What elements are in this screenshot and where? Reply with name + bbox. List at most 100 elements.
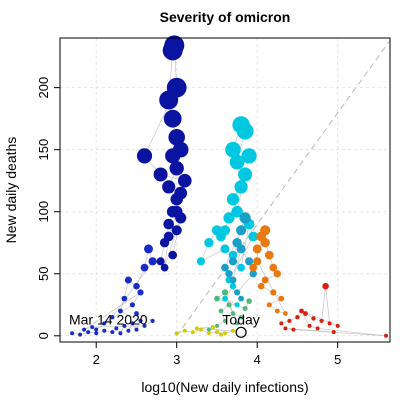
x-axis: 2 3 4 5 bbox=[93, 342, 341, 367]
data-point bbox=[156, 257, 165, 266]
data-point bbox=[335, 323, 340, 328]
data-point bbox=[122, 323, 127, 328]
data-point bbox=[78, 332, 83, 337]
data-point bbox=[150, 318, 155, 323]
annotation-label: Today bbox=[222, 311, 259, 327]
data-point bbox=[249, 263, 258, 272]
data-point bbox=[124, 276, 132, 284]
x-tick-label: 4 bbox=[254, 352, 261, 367]
y-tick-label: 50 bbox=[36, 267, 51, 281]
data-point bbox=[295, 315, 300, 320]
data-point bbox=[215, 330, 219, 335]
data-point bbox=[133, 282, 140, 290]
data-point bbox=[246, 298, 252, 304]
data-point bbox=[226, 302, 232, 308]
data-point bbox=[160, 263, 169, 272]
data-point bbox=[102, 321, 107, 326]
data-point bbox=[118, 331, 123, 336]
data-point bbox=[269, 263, 278, 272]
data-point bbox=[163, 109, 182, 128]
data-point bbox=[174, 186, 188, 200]
data-point bbox=[153, 167, 168, 182]
data-point bbox=[299, 308, 304, 314]
data-point bbox=[319, 318, 324, 323]
data-point bbox=[307, 323, 312, 328]
data-point bbox=[206, 327, 211, 332]
data-point bbox=[178, 173, 192, 188]
y-tick-label: 0 bbox=[36, 332, 51, 339]
data-point bbox=[126, 328, 131, 333]
plot-frame bbox=[59, 37, 391, 343]
data-point bbox=[231, 328, 235, 333]
x-axis-label: log10(New daily infections) bbox=[141, 379, 308, 395]
data-point bbox=[144, 244, 153, 254]
data-point bbox=[86, 330, 91, 335]
data-point bbox=[228, 257, 238, 266]
data-point bbox=[273, 270, 281, 278]
data-point bbox=[234, 302, 240, 308]
data-point bbox=[121, 295, 128, 302]
data-point bbox=[137, 289, 144, 296]
data-point bbox=[249, 270, 257, 278]
data-point bbox=[225, 141, 241, 158]
data-point bbox=[266, 302, 272, 308]
data-point bbox=[278, 295, 285, 302]
data-point bbox=[283, 326, 288, 331]
data-point bbox=[204, 238, 214, 248]
data-point bbox=[222, 318, 228, 323]
data-point bbox=[219, 332, 223, 337]
data-point bbox=[166, 77, 187, 98]
data-point bbox=[327, 321, 332, 326]
x-tick-label: 2 bbox=[93, 352, 100, 367]
x-tick-label: 5 bbox=[334, 352, 341, 367]
data-point bbox=[239, 212, 251, 224]
data-point bbox=[70, 331, 75, 336]
data-point bbox=[231, 205, 243, 218]
data-point bbox=[237, 263, 246, 272]
data-point bbox=[211, 225, 223, 236]
data-point bbox=[82, 327, 87, 332]
y-axis: 0 50 100 150 200 bbox=[36, 77, 60, 339]
data-point bbox=[129, 302, 135, 308]
data-point bbox=[242, 306, 248, 311]
data-point bbox=[110, 315, 115, 320]
data-point bbox=[238, 315, 244, 320]
annotation-label: Mar 14 2020 bbox=[69, 311, 148, 327]
data-point bbox=[174, 331, 179, 336]
data-point bbox=[136, 148, 153, 164]
data-point bbox=[291, 327, 296, 332]
data-point bbox=[245, 257, 254, 266]
data-point bbox=[220, 244, 230, 254]
data-point bbox=[279, 321, 284, 326]
data-point bbox=[223, 212, 235, 224]
data-point bbox=[252, 244, 262, 254]
data-point bbox=[194, 326, 199, 331]
data-point bbox=[234, 180, 248, 194]
data-point bbox=[163, 218, 174, 230]
data-point bbox=[223, 331, 227, 336]
data-point bbox=[228, 250, 238, 260]
data-point bbox=[236, 225, 247, 236]
data-point bbox=[165, 148, 181, 164]
data-point bbox=[168, 129, 185, 146]
data-point bbox=[148, 257, 157, 266]
data-point bbox=[94, 327, 99, 332]
data-point bbox=[253, 257, 262, 266]
data-point bbox=[287, 318, 292, 323]
data-point bbox=[225, 270, 233, 278]
data-point bbox=[261, 276, 269, 284]
data-point bbox=[110, 330, 115, 335]
data-point bbox=[142, 323, 147, 328]
data-point bbox=[384, 333, 388, 338]
data-point bbox=[164, 35, 185, 56]
data-point bbox=[322, 282, 329, 290]
data-point bbox=[138, 318, 143, 323]
series-path bbox=[281, 286, 387, 337]
data-point bbox=[234, 289, 241, 296]
data-point bbox=[270, 289, 277, 296]
data-point bbox=[114, 326, 119, 331]
data-point bbox=[196, 257, 205, 266]
data-point bbox=[168, 250, 177, 260]
data-point bbox=[229, 282, 237, 290]
data-point bbox=[315, 326, 320, 331]
